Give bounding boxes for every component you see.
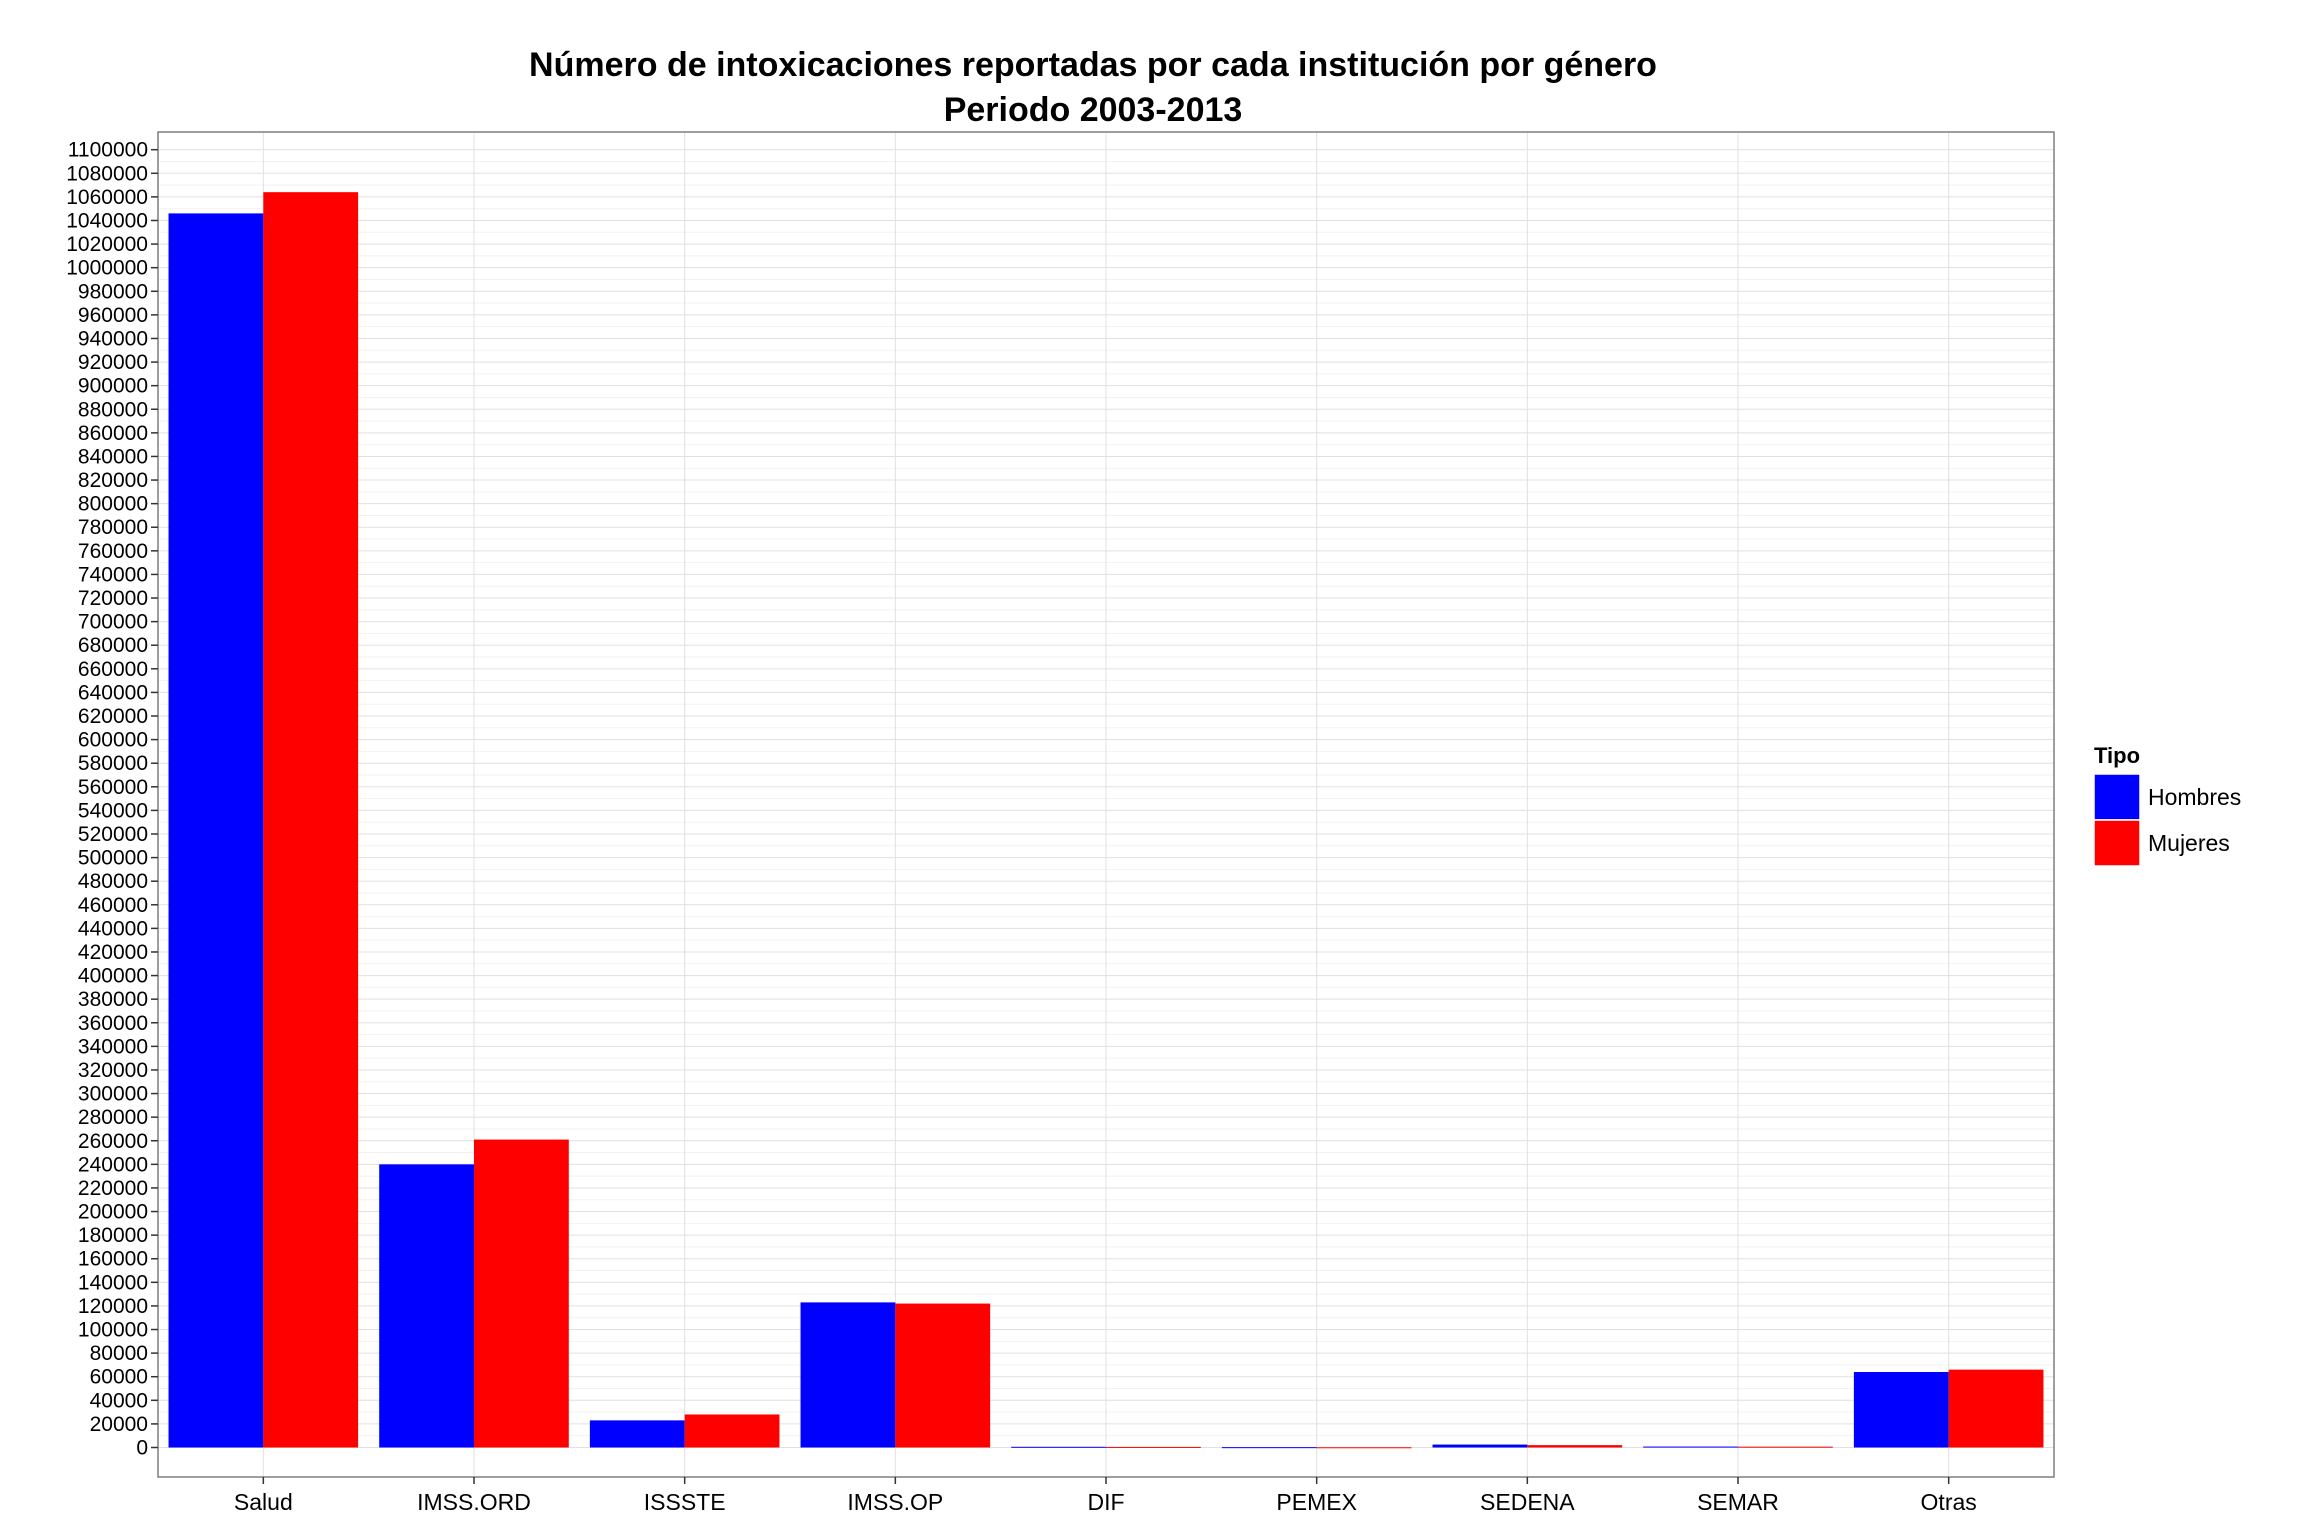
y-tick-label: 740000	[78, 563, 148, 586]
y-tick-label: 0	[136, 1437, 148, 1460]
chart-title: Número de intoxicaciones reportadas por …	[529, 46, 1657, 84]
x-tick-label: Salud	[234, 1489, 293, 1515]
y-tick-label: 900000	[78, 375, 148, 398]
y-tick-label: 580000	[78, 752, 148, 775]
bar-hombres-salud	[168, 213, 264, 1448]
y-tick-label: 380000	[78, 988, 148, 1011]
y-tick-label: 200000	[78, 1201, 148, 1224]
y-tick-label: 600000	[78, 729, 148, 752]
y-tick-label: 1000000	[66, 257, 148, 280]
bar-mujeres-sedena	[1527, 1445, 1623, 1448]
bar-hombres-imss-ord	[379, 1164, 474, 1448]
y-tick-label: 620000	[78, 705, 148, 728]
y-tick-label: 640000	[78, 681, 148, 704]
x-tick-label: SEMAR	[1697, 1489, 1779, 1515]
bar-hombres-otras	[1853, 1371, 1949, 1448]
legend-label-mujeres: Mujeres	[2148, 830, 2230, 856]
y-tick-label: 700000	[78, 611, 148, 634]
y-axis: 0200004000060000800001000001200001400001…	[66, 139, 158, 1460]
bar-mujeres-salud	[263, 192, 359, 1448]
bar-mujeres-imss-op	[895, 1303, 991, 1448]
legend-key-hombres	[2093, 773, 2141, 821]
y-tick-label: 260000	[78, 1130, 148, 1153]
y-tick-label: 780000	[78, 516, 148, 539]
y-tick-label: 80000	[90, 1342, 148, 1365]
y-tick-label: 800000	[78, 493, 148, 516]
y-tick-label: 520000	[78, 823, 148, 846]
y-tick-label: 440000	[78, 917, 148, 940]
y-tick-label: 540000	[78, 799, 148, 822]
y-tick-label: 1060000	[66, 186, 148, 209]
y-tick-label: 120000	[78, 1295, 148, 1318]
y-tick-label: 420000	[78, 941, 148, 964]
bar-mujeres-issste	[684, 1414, 780, 1448]
bar-hombres-issste	[589, 1420, 685, 1448]
y-tick-label: 320000	[78, 1059, 148, 1082]
bar-hombres-pemex	[1221, 1447, 1317, 1449]
x-tick-label: IMSS.OP	[847, 1489, 943, 1515]
y-tick-label: 920000	[78, 351, 148, 374]
y-tick-label: 240000	[78, 1153, 148, 1176]
y-tick-label: 680000	[78, 634, 148, 657]
y-tick-label: 220000	[78, 1177, 148, 1200]
bar-hombres-dif	[1011, 1446, 1106, 1448]
y-tick-label: 860000	[78, 422, 148, 445]
y-tick-label: 180000	[78, 1224, 148, 1247]
y-tick-label: 460000	[78, 894, 148, 917]
x-axis: Salud IMSS.ORD ISSSTE IMSS.OP DIF PEMEX SEDENA…	[234, 1477, 1977, 1515]
bar-mujeres-otras	[1948, 1369, 2044, 1448]
x-tick-label: Otras	[1921, 1489, 1977, 1515]
y-tick-label: 140000	[78, 1271, 148, 1294]
bar-mujeres-dif	[1106, 1446, 1201, 1448]
bar-hombres-imss-op	[800, 1302, 896, 1448]
y-tick-label: 960000	[78, 304, 148, 327]
y-tick-label: 20000	[90, 1413, 148, 1436]
x-tick-label: SEDENA	[1480, 1489, 1575, 1515]
y-tick-label: 880000	[78, 398, 148, 421]
y-tick-label: 560000	[78, 776, 148, 799]
bars	[168, 192, 2044, 1449]
y-tick-label: 40000	[90, 1389, 148, 1412]
y-tick-label: 1040000	[66, 209, 148, 232]
x-tick-label: PEMEX	[1276, 1489, 1357, 1515]
chart-subtitle: Periodo 2003-2013	[944, 91, 1243, 129]
y-tick-label: 1080000	[66, 162, 148, 185]
legend-label-hombres: Hombres	[2148, 784, 2241, 810]
x-tick-label: IMSS.ORD	[417, 1489, 531, 1515]
bar-mujeres-semar	[1738, 1446, 1833, 1448]
grid-lines	[158, 132, 2054, 1477]
x-tick-label: ISSSTE	[644, 1489, 726, 1515]
bar-mujeres-imss-ord	[474, 1139, 569, 1448]
y-tick-label: 660000	[78, 658, 148, 681]
y-tick-label: 160000	[78, 1248, 148, 1271]
y-tick-label: 280000	[78, 1106, 148, 1129]
bar-hombres-sedena	[1432, 1444, 1528, 1448]
y-tick-label: 400000	[78, 965, 148, 988]
y-tick-label: 1100000	[68, 139, 148, 162]
y-tick-label: 100000	[78, 1319, 148, 1342]
legend-title: Tipo	[2094, 743, 2140, 768]
y-tick-label: 360000	[78, 1012, 148, 1035]
y-tick-label: 1020000	[66, 233, 148, 256]
y-tick-label: 940000	[78, 327, 148, 350]
y-tick-label: 720000	[78, 587, 148, 610]
x-tick-label: DIF	[1087, 1489, 1124, 1515]
y-tick-label: 60000	[90, 1366, 148, 1389]
bar-mujeres-pemex	[1316, 1447, 1412, 1449]
y-tick-label: 480000	[78, 870, 148, 893]
y-tick-label: 500000	[78, 847, 148, 870]
y-tick-label: 820000	[78, 469, 148, 492]
legend-key-mujeres	[2093, 819, 2141, 867]
legend: Tipo Hombres Mujeres	[2093, 743, 2241, 867]
y-tick-label: 300000	[78, 1083, 148, 1106]
y-tick-label: 760000	[78, 540, 148, 563]
bar-hombres-semar	[1643, 1446, 1738, 1448]
y-tick-label: 340000	[78, 1035, 148, 1058]
y-tick-label: 840000	[78, 445, 148, 468]
y-tick-label: 980000	[78, 280, 148, 303]
